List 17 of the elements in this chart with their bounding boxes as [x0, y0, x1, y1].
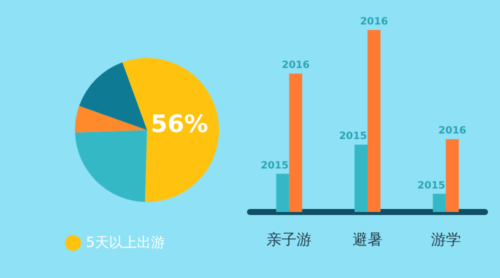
series-label: 2016: [282, 60, 310, 72]
bar: [432, 194, 446, 212]
x-tick-label: 亲子游: [266, 230, 312, 248]
bar: [446, 139, 459, 212]
bar: [368, 30, 380, 212]
text: 2016: [438, 126, 466, 137]
bar: [289, 74, 302, 212]
legend-label: 5天以上出游: [86, 235, 165, 251]
x-tick-label: 避暑: [352, 230, 382, 248]
text: 2015: [417, 180, 446, 192]
text: 2016: [360, 16, 388, 28]
bar: [276, 174, 290, 212]
bar: [354, 144, 368, 212]
series-label: 2015: [260, 160, 289, 172]
text: 2015: [339, 131, 367, 142]
data-label: 56%: [150, 110, 208, 138]
x-tick-label: 游学: [430, 230, 461, 248]
